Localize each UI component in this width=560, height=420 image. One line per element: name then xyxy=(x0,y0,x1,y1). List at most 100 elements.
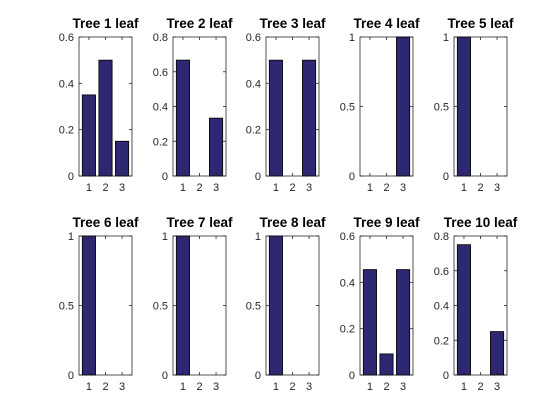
y-tick-label: 0.6 xyxy=(340,231,355,243)
x-tick-label: 2 xyxy=(102,381,108,393)
x-tick-label: 1 xyxy=(180,381,186,393)
x-tick-label: 1 xyxy=(461,381,467,393)
y-tick-label: 0.6 xyxy=(59,32,74,44)
y-tick-label: 0 xyxy=(443,370,449,382)
y-tick-label: 0 xyxy=(162,370,168,382)
x-tick-label: 2 xyxy=(383,381,389,393)
y-tick-label: 0.6 xyxy=(246,32,261,44)
x-tick-label: 2 xyxy=(196,381,202,393)
x-tick-label: 3 xyxy=(213,381,219,393)
y-tick-label: 0 xyxy=(349,171,355,183)
x-tick-label: 1 xyxy=(86,182,92,194)
subplot-10: 0 0.2 0.4 0.6 0.8 1 2 3 Tree 10 leaf xyxy=(434,215,518,393)
x-tick-label: 1 xyxy=(180,182,186,194)
panel-title: Tree 10 leaf xyxy=(444,215,518,230)
bar xyxy=(209,117,224,177)
y-tick-label: 0.2 xyxy=(340,324,355,336)
y-tick-label: 1 xyxy=(349,32,355,44)
x-tick-label: 3 xyxy=(119,381,125,393)
x-tick-label: 3 xyxy=(494,182,500,194)
panel-title: Tree 7 leaf xyxy=(166,215,233,230)
y-tick-label: 0.2 xyxy=(246,125,261,137)
y-tick-label: 0.8 xyxy=(153,32,168,44)
bar xyxy=(396,269,411,376)
panel-title: Tree 3 leaf xyxy=(259,16,326,31)
bar xyxy=(456,36,471,177)
x-tick-label: 2 xyxy=(289,381,295,393)
y-tick-label: 0.2 xyxy=(153,136,168,148)
x-tick-label: 1 xyxy=(273,381,279,393)
subplot-9: 0 0.2 0.4 0.6 1 2 3 Tree 9 leaf xyxy=(340,215,420,393)
y-tick-label: 0 xyxy=(68,171,74,183)
y-tick-label: 1 xyxy=(162,231,168,243)
bar xyxy=(268,235,283,376)
bar xyxy=(175,235,190,376)
x-tick-label: 3 xyxy=(494,381,500,393)
bar xyxy=(362,269,377,376)
x-tick-label: 3 xyxy=(213,182,219,194)
y-tick-label: 0 xyxy=(68,370,74,382)
y-tick-label: 0.4 xyxy=(434,301,449,313)
subplot-3: 0 0.2 0.4 0.6 1 2 3 Tree 3 leaf xyxy=(246,16,326,194)
x-tick-label: 2 xyxy=(102,182,108,194)
y-tick-label: 1 xyxy=(68,231,74,243)
x-tick-label: 1 xyxy=(367,381,373,393)
y-tick-label: 0.4 xyxy=(59,78,74,90)
panel-title: Tree 5 leaf xyxy=(447,16,514,31)
bar xyxy=(98,59,113,177)
bar xyxy=(81,94,96,177)
subplot-1: 0 0.2 0.4 0.6 1 2 3 Tree 1 leaf xyxy=(59,16,139,194)
x-tick-label: 1 xyxy=(273,182,279,194)
x-tick-label: 1 xyxy=(367,182,373,194)
x-tick-label: 3 xyxy=(119,182,125,194)
panel-title: Tree 6 leaf xyxy=(72,215,139,230)
bar xyxy=(379,353,394,376)
y-tick-label: 0.5 xyxy=(340,102,355,114)
bar xyxy=(81,235,96,376)
bar xyxy=(268,59,283,177)
y-tick-label: 0.5 xyxy=(59,301,74,313)
x-tick-label: 2 xyxy=(383,182,389,194)
bar xyxy=(302,59,317,177)
bar xyxy=(175,59,190,177)
panel-title: Tree 4 leaf xyxy=(353,16,420,31)
bar xyxy=(115,140,130,177)
y-tick-label: 0 xyxy=(349,370,355,382)
bar xyxy=(396,36,411,177)
y-tick-label: 0.4 xyxy=(246,78,261,90)
y-tick-label: 0 xyxy=(255,171,261,183)
panel-title: Tree 2 leaf xyxy=(166,16,233,31)
panel-title: Tree 1 leaf xyxy=(72,16,139,31)
x-tick-label: 1 xyxy=(461,182,467,194)
y-tick-label: 0.8 xyxy=(434,231,449,243)
x-tick-label: 1 xyxy=(86,381,92,393)
x-tick-label: 2 xyxy=(477,182,483,194)
y-tick-label: 0.6 xyxy=(434,266,449,278)
y-tick-label: 0.2 xyxy=(434,335,449,347)
subplot-2: 0 0.2 0.4 0.6 0.8 1 2 3 Tree 2 leaf xyxy=(153,16,233,194)
x-tick-label: 2 xyxy=(196,182,202,194)
y-tick-label: 0.5 xyxy=(153,301,168,313)
x-tick-label: 2 xyxy=(289,182,295,194)
x-tick-label: 3 xyxy=(400,182,406,194)
y-tick-label: 1 xyxy=(443,32,449,44)
bar xyxy=(490,331,505,376)
y-tick-label: 0 xyxy=(443,171,449,183)
y-tick-label: 0 xyxy=(255,370,261,382)
x-tick-label: 2 xyxy=(477,381,483,393)
panel-title: Tree 8 leaf xyxy=(259,215,326,230)
x-tick-label: 3 xyxy=(400,381,406,393)
y-tick-label: 0.4 xyxy=(153,102,168,114)
bar xyxy=(456,244,471,376)
y-tick-label: 0 xyxy=(162,171,168,183)
x-tick-label: 3 xyxy=(306,381,312,393)
x-tick-label: 3 xyxy=(306,182,312,194)
y-tick-label: 0.6 xyxy=(153,67,168,79)
y-tick-label: 0.2 xyxy=(59,125,74,137)
panel-title: Tree 9 leaf xyxy=(353,215,420,230)
